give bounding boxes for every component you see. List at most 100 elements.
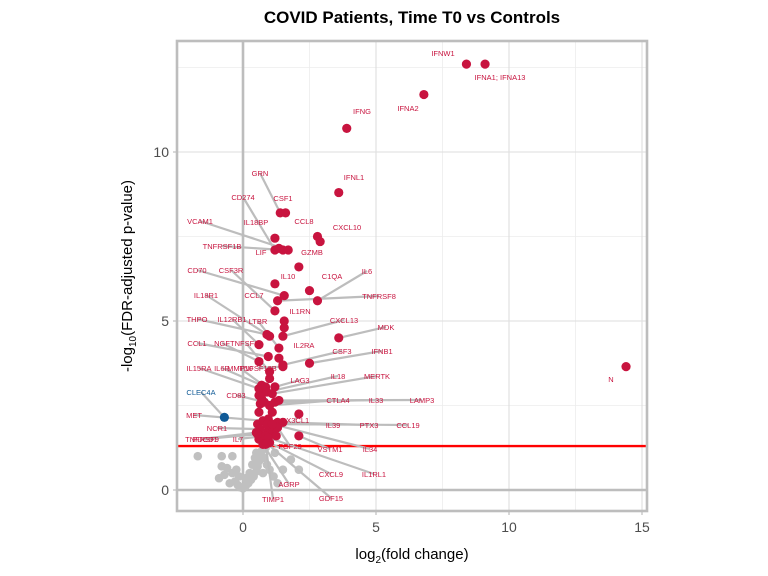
gene-label: LIF [256, 248, 267, 257]
gene-label: IL6R [214, 364, 230, 373]
gene-label: TNFRSF1B [203, 242, 242, 251]
label-connector [216, 426, 261, 431]
data-point-nonsignificant [222, 463, 232, 473]
data-point-upregulated [267, 389, 277, 399]
data-point-nonsignificant [273, 478, 282, 488]
gene-label: GZMB [301, 248, 323, 257]
gene-label: IL18BP [244, 218, 269, 227]
label-connector [316, 270, 368, 302]
data-point-upregulated [279, 316, 289, 326]
label-connector [204, 433, 258, 441]
label-connector [196, 268, 285, 297]
label-connector [259, 172, 282, 214]
y-axis-title-pre: -log [119, 347, 136, 372]
label-connector [277, 294, 380, 302]
gene-label: CCL1 [187, 339, 206, 348]
gene-label: NCR1 [207, 424, 227, 433]
label-connector [221, 366, 263, 387]
data-point-nonsignificant [250, 453, 260, 463]
gene-label: IFNA1; IFNA13 [475, 73, 526, 82]
gene-label: PDCD1 [192, 435, 217, 444]
data-point-significant [265, 373, 275, 384]
gene-label: CSF3R [219, 266, 244, 275]
y-axis-title-post: (FDR-adjusted p-value) [119, 180, 136, 336]
gene-label: IFNL1 [344, 173, 364, 182]
gene-label: NGF [214, 339, 230, 348]
data-point-upregulated [480, 59, 490, 69]
gene-label: IFNB1 [371, 347, 392, 356]
data-point-significant [271, 431, 281, 441]
x-tick-label: 10 [501, 519, 517, 535]
data-point-upregulated [274, 343, 284, 353]
nonsignificant-points [193, 443, 304, 493]
data-point-nonsignificant [258, 468, 268, 478]
gene-label: MET [186, 411, 202, 420]
data-point-upregulated [265, 367, 275, 377]
gene-label: CLEC4A [186, 388, 215, 397]
gene-label: VSTM1 [317, 445, 342, 454]
gene-label: FGF23 [278, 442, 301, 451]
x-tick-label: 15 [634, 519, 650, 535]
gene-label: IL1RN [289, 307, 310, 316]
reference-lines [177, 41, 647, 511]
gene-label: CTLA4 [326, 396, 349, 405]
data-point-upregulated [294, 262, 304, 272]
gene-label: IL12RB1 [217, 315, 246, 324]
gene-label: IFNA2 [397, 104, 418, 113]
y-tick-label: 10 [153, 144, 169, 160]
gene-label: IL10 [281, 272, 296, 281]
data-point-upregulated [419, 89, 429, 100]
gene-label: TNFSF13B [239, 364, 277, 373]
gene-label: IL7 [233, 435, 243, 444]
data-point-nonsignificant [234, 472, 244, 481]
label-connector [199, 219, 289, 252]
gene-label: IL2RA [294, 341, 315, 350]
label-connector [271, 423, 371, 451]
gene-label: CSF1 [273, 194, 292, 203]
gene-label: LAMP3 [410, 396, 435, 405]
data-point-upregulated [278, 331, 288, 341]
x-axis-title-pre: log [355, 546, 375, 563]
gene-label: CXCL13 [330, 316, 358, 325]
data-point-upregulated [253, 429, 263, 439]
y-tick-label: 0 [161, 482, 169, 498]
data-point-upregulated [304, 358, 315, 368]
data-point-upregulated [262, 329, 272, 340]
data-point-nonsignificant [228, 451, 237, 461]
gene-label: CXCL10 [333, 223, 361, 232]
gene-label: AGRP [278, 480, 299, 489]
y-axis-title-sub: 10 [128, 335, 139, 347]
label-connector [269, 441, 332, 475]
data-point-nonsignificant [220, 470, 229, 480]
data-point-upregulated [334, 187, 344, 198]
gene-label: LTBR [249, 317, 268, 326]
label-connector [264, 444, 275, 500]
data-point-upregulated [312, 296, 323, 306]
data-point-upregulated [279, 323, 289, 333]
gene-label: IL15RA [186, 364, 211, 373]
data-point-upregulated [263, 351, 273, 362]
gene-label: LAG3 [290, 376, 309, 385]
y-axis-title: -log10(FDR-adjusted p-value) [119, 180, 139, 372]
label-connector [309, 349, 383, 365]
label-connector [267, 436, 375, 476]
data-point-upregulated [280, 208, 291, 218]
data-point-nonsignificant [217, 451, 227, 461]
y-tick-label: 5 [161, 313, 169, 329]
label-connector [282, 318, 345, 338]
gene-label: TNFSF11 [230, 339, 262, 348]
data-point-nonsignificant [193, 451, 203, 461]
gene-label: IL34 [363, 445, 378, 454]
x-tick-label: 0 [239, 519, 247, 535]
data-point-upregulated [294, 409, 304, 419]
x-axis-title-post: (fold change) [381, 546, 469, 563]
gene-label: GDF15 [319, 494, 343, 503]
x-axis-title-sub: 2 [375, 555, 381, 566]
gene-label: CXCL9 [319, 470, 343, 479]
gene-label: MDK [378, 323, 395, 332]
chart-title: COVID Patients, Time T0 vs Controls [264, 8, 560, 27]
gene-label: N [608, 375, 613, 384]
gene-label: C1QA [322, 272, 342, 281]
gene-label: CD70 [187, 266, 206, 275]
